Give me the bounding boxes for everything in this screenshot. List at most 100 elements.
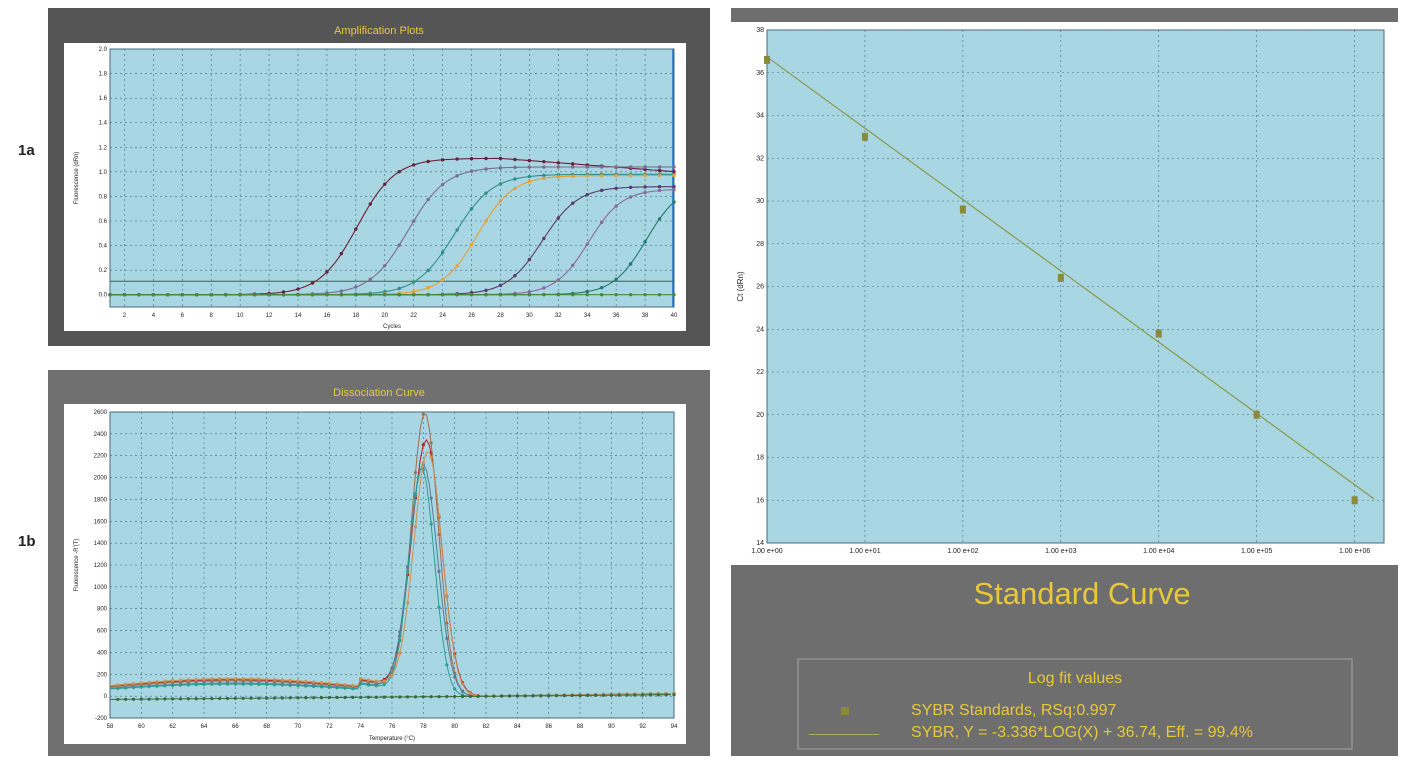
- amplification-point: [657, 185, 662, 189]
- y-tick-label: 200: [97, 672, 108, 678]
- amplification-point: [426, 197, 430, 202]
- amplification-point: [672, 169, 676, 174]
- melt-point: [476, 694, 480, 698]
- amplification-point: [166, 293, 170, 297]
- x-tick-label: 84: [514, 724, 521, 730]
- amplification-point: [614, 186, 618, 190]
- melt-point: [257, 682, 261, 686]
- melt-point: [257, 677, 261, 681]
- amplification-point: [643, 165, 647, 169]
- melt-point: [468, 694, 472, 699]
- melt-point: [335, 682, 339, 686]
- melt-point: [280, 678, 284, 682]
- y-tick-label: 24: [756, 326, 764, 333]
- y-tick-label: 2600: [94, 410, 108, 416]
- amplification-point: [556, 278, 561, 282]
- amplification-point: [455, 293, 459, 297]
- amplification-point: [628, 173, 633, 178]
- amplification-point: [513, 293, 517, 297]
- x-tick-label: 90: [608, 724, 615, 730]
- amplification-point: [628, 293, 633, 297]
- y-tick-label: 0: [104, 694, 108, 700]
- melt-point: [116, 686, 120, 691]
- amplification-point: [354, 293, 358, 297]
- melt-point: [163, 697, 167, 701]
- amplification-point: [498, 182, 503, 186]
- amplification-point: [383, 263, 387, 268]
- melt-point: [155, 697, 159, 701]
- melt-point: [343, 683, 347, 687]
- x-tick-label: 2: [123, 313, 127, 319]
- amplification-point: [411, 219, 416, 223]
- melt-point: [453, 675, 457, 679]
- amplification-point: [556, 216, 561, 220]
- melt-point: [507, 694, 512, 698]
- melt-point: [131, 685, 136, 690]
- melt-point: [398, 695, 402, 699]
- melt-point: [421, 443, 425, 447]
- melt-point: [233, 696, 237, 700]
- amplification-point: [484, 156, 488, 161]
- x-tick-label: 60: [138, 724, 145, 730]
- melt-point: [296, 696, 300, 700]
- y-axis-label: Ct (dRn): [736, 271, 745, 302]
- standard-point: [1057, 273, 1064, 282]
- amplification-point: [151, 293, 156, 297]
- standard-curve-plot: 1.00 e+00 1.00 e+01 1.00 e+02 1.00 e+03 1.00…: [731, 22, 1398, 565]
- amplification-point: [108, 293, 112, 297]
- amplification-point: [296, 293, 300, 297]
- x-tick-label: 78: [420, 724, 427, 730]
- amplification-point: [527, 158, 532, 163]
- plot-area: [109, 48, 675, 308]
- x-tick-label: 86: [545, 724, 552, 730]
- x-tick-label: 1.00 e+04: [1143, 548, 1174, 555]
- melt-point: [382, 683, 386, 687]
- melt-point: [460, 694, 465, 699]
- amplification-point: [628, 262, 633, 266]
- x-tick-label: 6: [181, 313, 185, 319]
- y-tick-label: 22: [756, 369, 764, 376]
- amplification-point: [440, 278, 445, 282]
- melt-point: [351, 695, 355, 699]
- melt-point: [327, 685, 331, 689]
- y-tick-label: -200: [95, 716, 108, 722]
- x-tick-label: 1.00 e+02: [947, 548, 978, 555]
- legend-line-swatch: [809, 734, 879, 735]
- amplification-point: [484, 191, 488, 195]
- standard-point: [764, 55, 770, 64]
- amplification-point: [571, 293, 575, 297]
- melt-point: [139, 697, 143, 701]
- amplification-point: [571, 165, 575, 169]
- melt-point: [343, 695, 347, 700]
- melt-point: [601, 693, 606, 697]
- y-tick-label: 1000: [94, 585, 108, 591]
- amplification-point: [498, 199, 503, 203]
- melt-point: [194, 697, 198, 701]
- x-tick-label: 32: [555, 313, 562, 319]
- x-tick-label: 1.00 e+05: [1241, 548, 1272, 555]
- amplification-point: [411, 280, 416, 284]
- y-tick-label: 2.0: [99, 47, 108, 53]
- melt-point: [539, 694, 543, 698]
- melt-point: [445, 636, 449, 640]
- melt-point: [453, 654, 457, 658]
- melt-point: [241, 696, 245, 700]
- x-tick-label: 82: [483, 724, 490, 730]
- melt-point: [296, 679, 300, 683]
- amplification-point: [354, 285, 358, 289]
- y-tick-label: 2200: [94, 454, 108, 460]
- y-axis-label: Fluorescence -R'(T): [74, 539, 80, 592]
- amplification-point: [657, 173, 662, 178]
- melt-point: [437, 695, 441, 699]
- amplification-point: [672, 293, 676, 297]
- amplification-point: [498, 156, 503, 161]
- amplification-point: [498, 283, 503, 288]
- x-axis-label: Cycles: [383, 324, 401, 330]
- melt-point: [617, 693, 621, 697]
- x-tick-label: 14: [295, 313, 302, 319]
- melt-point: [421, 695, 425, 699]
- melt-point: [374, 695, 378, 699]
- melt-point: [351, 687, 355, 691]
- amplification-point: [527, 293, 532, 297]
- y-tick-label: 1.0: [99, 170, 108, 176]
